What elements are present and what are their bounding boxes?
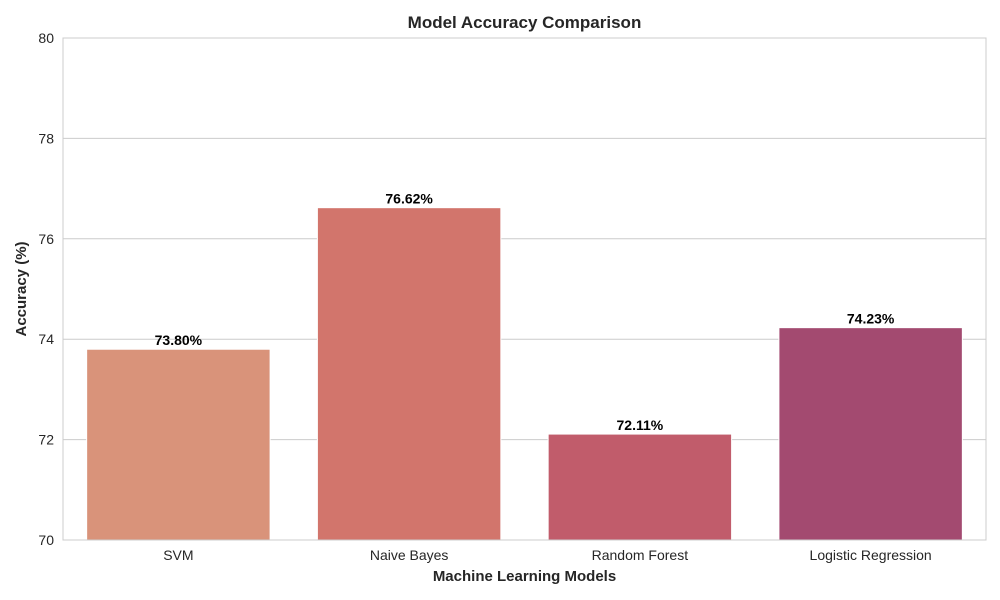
bar [86, 348, 271, 541]
y-axis-label: Accuracy (%) [13, 241, 30, 336]
bar-value-label: 72.11% [617, 417, 664, 433]
y-tick-label: 76 [38, 231, 54, 247]
y-tick-label: 70 [38, 532, 54, 548]
bar [547, 433, 733, 541]
y-tick-label: 80 [38, 30, 54, 46]
chart-title: Model Accuracy Comparison [408, 13, 642, 32]
y-tick-label: 74 [38, 331, 54, 347]
bar [316, 207, 502, 541]
bar [778, 327, 963, 541]
bar-value-label: 76.62% [385, 191, 433, 207]
data-labels-group: 73.80% 76.62% 72.11% 74.23% [155, 191, 895, 433]
x-axis-label: Machine Learning Models [433, 568, 616, 585]
x-tick-label: Logistic Regression [810, 547, 932, 563]
y-tick-label: 78 [38, 130, 54, 146]
bar-value-label: 73.80% [155, 332, 203, 348]
y-axis-ticks: 70 72 74 76 78 80 [38, 30, 54, 548]
x-tick-label: SVM [163, 547, 193, 563]
bar-value-label: 74.23% [847, 311, 895, 327]
x-tick-label: Random Forest [592, 547, 689, 563]
bars-group [86, 207, 963, 541]
y-tick-label: 72 [38, 432, 54, 448]
x-tick-label: Naive Bayes [370, 547, 449, 563]
x-axis-ticks: SVM Naive Bayes Random Forest Logistic Regr… [163, 547, 932, 563]
plot-frame [62, 37, 987, 541]
